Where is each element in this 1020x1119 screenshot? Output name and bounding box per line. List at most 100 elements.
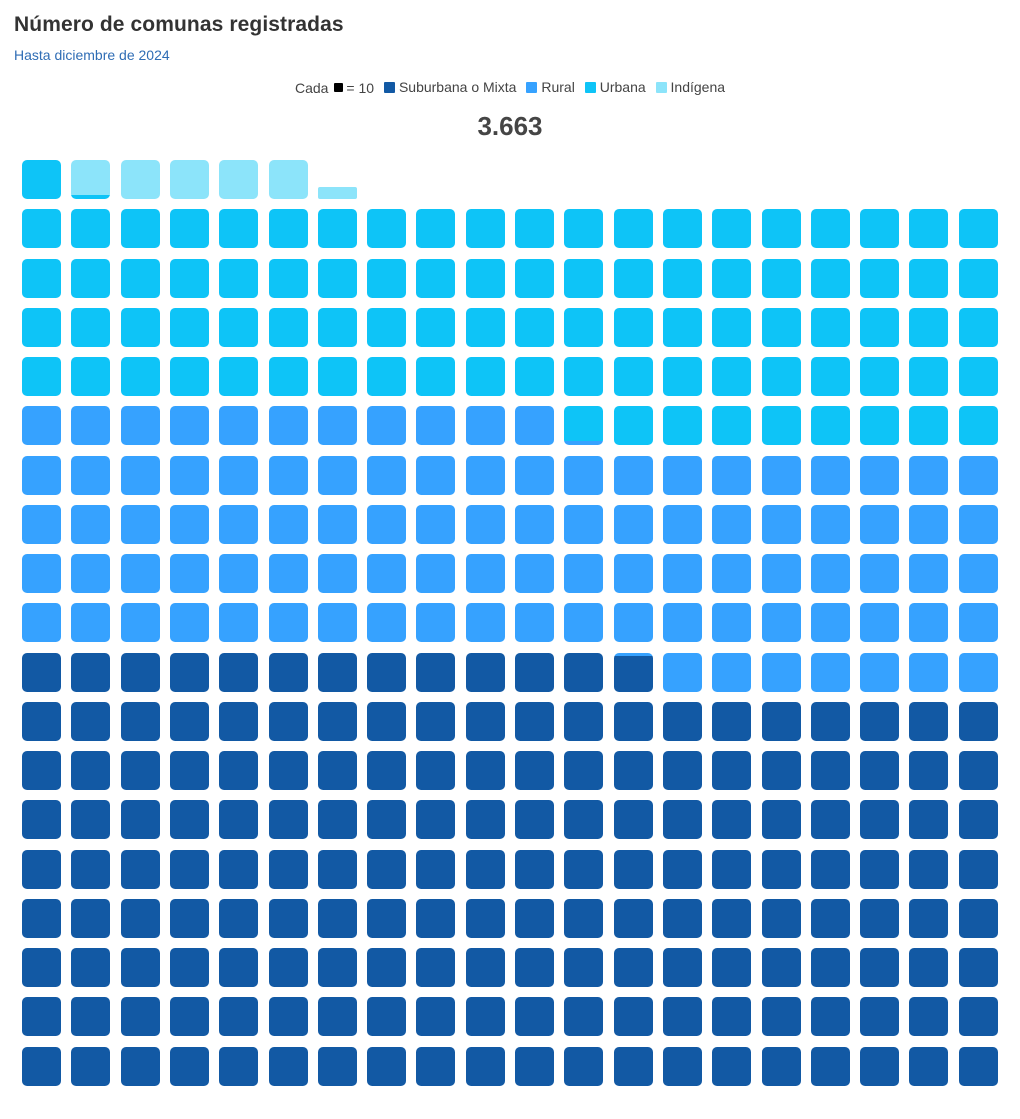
waffle-tile	[268, 406, 308, 446]
tile-segment	[268, 357, 308, 396]
tile-segment	[416, 948, 456, 987]
tile-segment	[810, 455, 850, 495]
tile-segment	[268, 800, 308, 840]
tile-segment	[662, 751, 702, 790]
tile-segment	[564, 209, 604, 249]
waffle-tile	[712, 554, 752, 593]
waffle-tile	[712, 209, 752, 249]
waffle-tile	[169, 948, 209, 987]
waffle-tile	[958, 209, 998, 249]
waffle-tile	[120, 800, 160, 840]
tile-segment	[268, 997, 308, 1037]
tile-segment	[909, 307, 949, 347]
tile-segment	[465, 997, 505, 1037]
tile-segment	[761, 357, 801, 396]
waffle-tile	[22, 652, 61, 692]
tile-segment	[515, 603, 554, 643]
tile-segment	[958, 652, 998, 692]
tile-segment	[268, 603, 308, 643]
tile-segment	[22, 652, 61, 692]
tile-segment	[71, 504, 111, 544]
waffle-tile	[219, 898, 259, 938]
waffle-tile	[909, 652, 949, 692]
waffle-tile	[958, 455, 998, 495]
waffle-tile	[761, 504, 801, 544]
tile-segment	[909, 209, 949, 249]
tile-segment	[613, 898, 653, 938]
tile-segment	[317, 504, 357, 544]
tile-segment	[662, 603, 702, 643]
waffle-tile	[515, 898, 554, 938]
tile-segment	[416, 849, 456, 889]
tile-segment	[317, 357, 357, 396]
tile-segment	[71, 701, 111, 741]
waffle-tile	[613, 898, 653, 938]
waffle-tile	[169, 307, 209, 347]
tile-segment	[958, 455, 998, 495]
waffle-tile	[71, 160, 111, 199]
waffle-tile	[71, 554, 111, 593]
tile-segment	[169, 849, 209, 889]
waffle-tile	[317, 751, 357, 790]
waffle-tile	[367, 258, 407, 298]
waffle-tile	[71, 997, 111, 1037]
waffle-tile	[219, 800, 259, 840]
tile-segment	[909, 455, 949, 495]
waffle-tile	[761, 455, 801, 495]
tile-segment	[22, 455, 61, 495]
tile-segment	[613, 656, 653, 692]
waffle-tile	[860, 504, 900, 544]
legend-item-rural[interactable]: Rural	[526, 79, 575, 95]
waffle-tile	[317, 554, 357, 593]
legend-item-indigena[interactable]: Indígena	[655, 79, 725, 95]
waffle-tile	[219, 603, 259, 643]
tile-segment	[465, 652, 505, 692]
waffle-tile	[22, 800, 61, 840]
waffle-tile	[317, 258, 357, 298]
waffle-tile	[761, 849, 801, 889]
tile-segment	[169, 603, 209, 643]
waffle-tile	[564, 948, 604, 987]
waffle-tile	[958, 849, 998, 889]
waffle-tile	[761, 751, 801, 790]
tile-segment	[219, 160, 259, 199]
legend-item-suburbana[interactable]: Suburbana o Mixta	[383, 79, 516, 95]
tile-segment	[810, 652, 850, 692]
tile-segment	[613, 849, 653, 889]
waffle-tile	[120, 160, 160, 199]
waffle-tile	[810, 701, 850, 741]
tile-segment	[613, 357, 653, 396]
waffle-tile	[909, 701, 949, 741]
waffle-tile	[810, 997, 850, 1037]
tile-segment	[465, 504, 505, 544]
tile-segment	[613, 652, 653, 657]
tile-segment	[317, 554, 357, 593]
waffle-tile	[416, 800, 456, 840]
tile-segment	[860, 948, 900, 987]
waffle-tile	[860, 849, 900, 889]
tile-segment	[860, 406, 900, 446]
waffle-tile	[367, 997, 407, 1037]
tile-segment	[317, 948, 357, 987]
tile-segment	[71, 849, 111, 889]
waffle-tile	[909, 1046, 949, 1086]
tile-segment	[909, 406, 949, 446]
tile-segment	[268, 554, 308, 593]
waffle-tile	[317, 209, 357, 249]
tile-segment	[22, 997, 61, 1037]
tile-segment	[761, 898, 801, 938]
tile-segment	[219, 849, 259, 889]
waffle-tile	[712, 307, 752, 347]
tile-segment	[169, 800, 209, 840]
legend-item-urbana[interactable]: Urbana	[584, 79, 646, 95]
tile-segment	[169, 652, 209, 692]
waffle-tile	[564, 1046, 604, 1086]
tile-segment	[416, 603, 456, 643]
tile-segment	[613, 948, 653, 987]
waffle-tile	[613, 849, 653, 889]
tile-segment	[268, 455, 308, 495]
waffle-tile	[268, 160, 308, 199]
tile-segment	[810, 258, 850, 298]
waffle-tile	[120, 751, 160, 790]
tile-segment	[958, 504, 998, 544]
